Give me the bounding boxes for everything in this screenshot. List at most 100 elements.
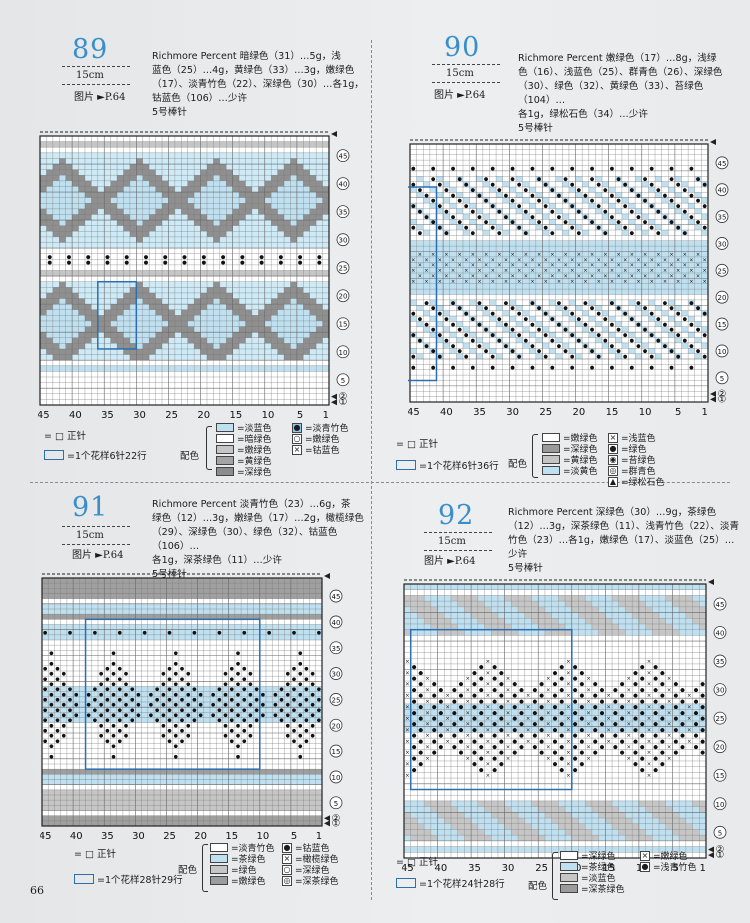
chart-cell bbox=[52, 332, 60, 338]
chart-symbol: ● bbox=[512, 682, 517, 688]
chart-cell bbox=[129, 343, 137, 349]
chart-symbol: ● bbox=[616, 306, 621, 312]
chart-cell bbox=[469, 267, 477, 273]
chart-symbol: ● bbox=[471, 338, 476, 344]
chart-symbol: ● bbox=[491, 365, 496, 371]
chart-cell bbox=[46, 152, 53, 159]
chart-cell bbox=[60, 702, 67, 708]
chart-cell bbox=[129, 624, 136, 630]
chart-cell bbox=[538, 629, 545, 636]
chart-cell bbox=[449, 203, 457, 209]
chart-cell bbox=[284, 141, 291, 148]
chart-cell bbox=[194, 225, 201, 232]
chart-cell bbox=[149, 186, 156, 193]
chart-cell bbox=[110, 326, 118, 333]
chart-cell bbox=[297, 686, 304, 692]
chart-cell bbox=[213, 343, 220, 349]
chart-cell bbox=[437, 703, 445, 710]
desc-line: （29）、深绿色（30）、绿色（32）、钴蓝色（106）… bbox=[152, 527, 338, 552]
chart-symbol: ● bbox=[43, 687, 47, 693]
chart-cell bbox=[42, 588, 49, 594]
chart-cell bbox=[588, 219, 596, 225]
chart-cell bbox=[635, 305, 642, 311]
chart-symbol: ● bbox=[236, 651, 240, 657]
chart-symbol: ● bbox=[242, 728, 246, 734]
chart-symbol: × bbox=[563, 263, 567, 269]
chart-symbol: ● bbox=[43, 728, 47, 734]
chart-cell bbox=[206, 315, 214, 321]
chart-cell bbox=[48, 629, 55, 635]
chart-cell bbox=[185, 779, 192, 785]
chart-cell bbox=[216, 779, 223, 785]
chart-cell bbox=[489, 219, 497, 225]
chart-cell bbox=[187, 287, 195, 293]
chart-cell bbox=[52, 225, 60, 232]
chart-cell bbox=[110, 192, 118, 198]
chart-symbol: ● bbox=[230, 666, 234, 672]
chart-cell bbox=[117, 175, 124, 181]
chart-cell bbox=[222, 707, 229, 713]
chart-cell bbox=[303, 287, 310, 293]
chart-cell bbox=[652, 606, 660, 613]
chart-cell bbox=[160, 712, 167, 718]
chart-symbol: ● bbox=[174, 671, 178, 677]
chart-cell bbox=[628, 278, 636, 284]
legend-color-item: ○ =嫩绿色 bbox=[292, 433, 349, 445]
chart-cell bbox=[78, 304, 85, 310]
chart-cell bbox=[315, 815, 322, 821]
chart-cell bbox=[469, 262, 477, 268]
chart-cell bbox=[197, 588, 204, 594]
chart-cell bbox=[524, 595, 532, 602]
chart-cell bbox=[522, 342, 530, 349]
knitting-chart: ●●●●●●●●●●●●●●●●●●●●●●●●●●●●●●●●●●●●●●●●… bbox=[40, 573, 343, 842]
chart-symbol: ● bbox=[286, 733, 290, 739]
chart-cell bbox=[591, 618, 599, 624]
chart-cell bbox=[123, 281, 130, 288]
chart-cell bbox=[491, 595, 498, 602]
chart-cell bbox=[635, 176, 642, 182]
chart-cell bbox=[416, 278, 424, 284]
chart-cell bbox=[65, 365, 73, 372]
chart-cell bbox=[203, 588, 210, 594]
photo-ref: 图片 ►P.64 bbox=[434, 90, 486, 101]
chart-symbol: ● bbox=[689, 193, 694, 199]
x-tick-label: 25 bbox=[163, 831, 176, 842]
chart-cell bbox=[674, 267, 682, 273]
chart-symbol: ● bbox=[418, 230, 423, 236]
chart-symbol: ● bbox=[161, 723, 165, 729]
chart-symbol: ● bbox=[304, 728, 308, 734]
chart-cell bbox=[524, 623, 532, 630]
chart-cell bbox=[178, 629, 186, 635]
chart-cell bbox=[504, 612, 512, 619]
chart-cell bbox=[174, 309, 182, 316]
chart-cell bbox=[155, 281, 163, 288]
chart-symbol: × bbox=[623, 279, 627, 285]
chart-cell bbox=[259, 795, 266, 801]
chart-cell bbox=[129, 337, 137, 344]
chart-cell bbox=[234, 634, 242, 640]
chart-cell bbox=[160, 702, 167, 708]
chart-symbol: ● bbox=[553, 705, 558, 711]
chart-symbol: ● bbox=[663, 343, 668, 349]
chart-cell bbox=[272, 588, 279, 594]
chart-cell bbox=[309, 337, 317, 344]
chart-symbol: × bbox=[438, 268, 442, 274]
chart-cell bbox=[91, 634, 98, 640]
chart-cell bbox=[65, 332, 73, 338]
chart-symbol: × bbox=[603, 273, 607, 279]
chart-cell bbox=[59, 192, 66, 198]
chart-cell bbox=[168, 320, 175, 327]
chart-cell bbox=[585, 623, 592, 630]
chart-cell bbox=[219, 326, 227, 333]
chart-cell bbox=[141, 702, 148, 708]
chart-symbol: ● bbox=[633, 705, 638, 711]
chart-symbol: × bbox=[630, 273, 634, 279]
chart-cell bbox=[66, 696, 74, 702]
chart-cell bbox=[303, 800, 310, 806]
chart-symbol: ● bbox=[248, 692, 252, 698]
chart-cell bbox=[277, 220, 285, 226]
chart-symbol: ● bbox=[630, 166, 635, 172]
chart-cell bbox=[79, 707, 86, 713]
chart-symbol: × bbox=[656, 273, 660, 279]
chart-cell bbox=[692, 703, 700, 710]
